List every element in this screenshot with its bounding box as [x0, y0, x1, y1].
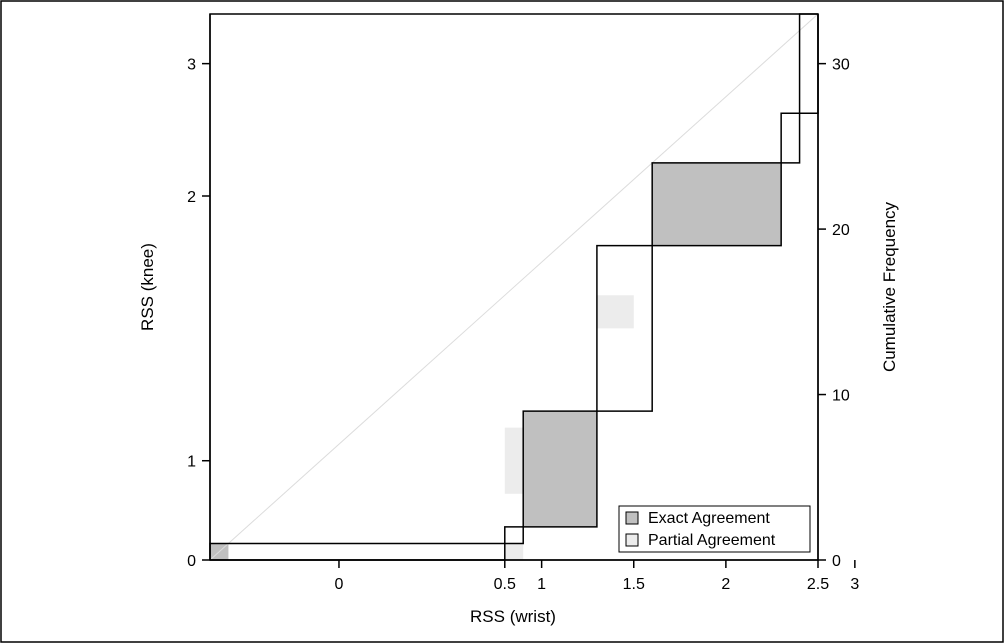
legend: Exact Agreement Partial Agreement — [618, 505, 811, 553]
x-tick-label-6: 3 — [850, 576, 859, 593]
y-left-tick-label-2: 2 — [187, 189, 196, 206]
y-left-tick-label-3: 3 — [187, 57, 196, 74]
x-axis-title: RSS (wrist) — [470, 607, 556, 626]
diagonal-line — [209, 13, 819, 561]
exact-agreement-block-2 — [523, 411, 597, 527]
cumulative-step-descending — [209, 13, 818, 560]
exact-agreement-layer — [210, 162, 782, 560]
y-axis-left-ticks: 0 1 2 3 — [187, 57, 210, 570]
y-right-tick-label-2: 20 — [832, 222, 850, 239]
legend-swatch-exact — [625, 511, 639, 525]
x-tick-label-1: 0.5 — [494, 576, 516, 593]
partial-agreement-block-1 — [504, 543, 524, 560]
y-right-tick-label-1: 10 — [832, 388, 850, 405]
x-tick-label-2: 1 — [537, 576, 546, 593]
legend-label-exact: Exact Agreement — [648, 510, 770, 527]
y-axis-right-title: Cumulative Frequency — [880, 201, 899, 372]
y-right-tick-label-0: 0 — [832, 553, 841, 570]
y-left-tick-label-1: 1 — [187, 454, 196, 471]
x-tick-label-3: 1.5 — [623, 576, 645, 593]
x-tick-label-4: 2 — [721, 576, 730, 593]
partial-agreement-block-3 — [596, 295, 634, 329]
legend-box — [618, 505, 811, 553]
x-tick-label-5: 2.5 — [807, 576, 829, 593]
x-axis-ticks: 0 0.5 1 1.5 2 2.5 3 — [335, 560, 859, 593]
y-left-tick-label-0: 0 — [187, 553, 196, 570]
exact-agreement-block-3 — [652, 162, 782, 246]
y-axis-left-title: RSS (knee) — [138, 243, 157, 331]
y-axis-right-ticks: 0 10 20 30 — [818, 57, 850, 570]
cumulative-step-ascending — [210, 14, 819, 561]
y-right-tick-label-3: 30 — [832, 57, 850, 74]
x-tick-label-0: 0 — [335, 576, 344, 593]
legend-label-partial: Partial Agreement — [648, 532, 776, 549]
legend-swatch-partial — [625, 533, 639, 547]
